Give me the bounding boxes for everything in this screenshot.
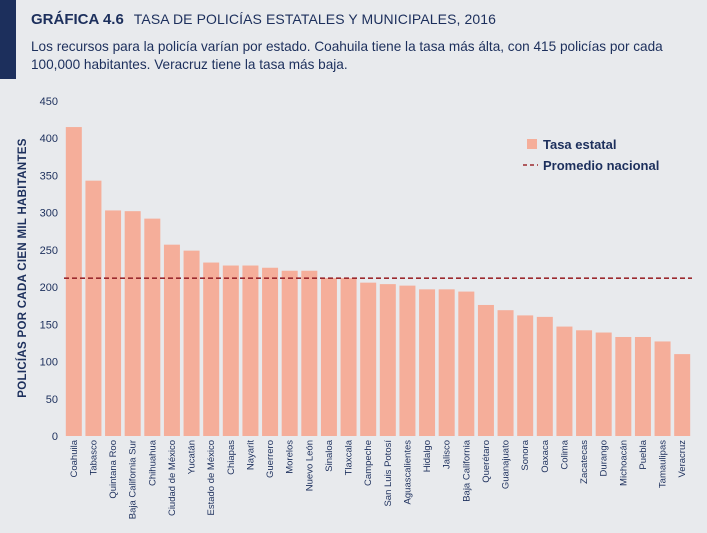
x-tick-label: Nuevo León [304,440,315,491]
bar [595,332,612,436]
x-tick-label: Puebla [638,439,649,469]
y-tick-label: 450 [40,96,58,108]
chart-title: TASA DE POLICÍAS ESTATALES Y MUNICIPALES… [133,11,497,27]
x-tick-label: Baja California Sur [128,440,139,519]
bar [576,330,593,436]
x-tick-label: Tamaulipas [658,440,669,488]
bar [458,291,475,436]
y-tick-label: 400 [40,133,58,145]
y-axis-ticks: 0 50 100 150 200 250 300 350 400 450 [40,96,58,443]
x-tick-label: Querétaro [481,440,492,483]
bar [634,336,651,436]
x-tick-label: Chihuahua [147,439,158,486]
x-tick-label: Quintana Roo [108,440,119,499]
bar [419,289,436,436]
bar [203,262,220,436]
bar [65,127,82,437]
bar [183,250,200,436]
bar [340,278,357,436]
bar [144,218,161,436]
x-tick-label: Tabasco [88,440,99,475]
legend: Tasa estatal Promedio nacional [523,137,659,173]
legend-swatch-tasa-estatal [527,139,537,149]
y-axis-label-group: POLICÍAS POR CADA CIEN MIL HABITANTES [16,138,29,397]
x-tick-label: Sonora [520,439,531,470]
x-axis-labels: Coahuila Tabasco Quintana Roo Baja Californ… [69,439,688,519]
accent-bar [0,0,16,79]
bar [399,285,416,436]
legend-label-tasa-estatal: Tasa estatal [543,137,616,152]
y-tick-label: 250 [40,245,58,257]
x-tick-label: Baja California [461,439,472,501]
x-tick-label: Estado de México [206,440,217,516]
x-tick-label: Oaxaca [540,439,551,472]
bar [281,270,298,436]
x-tick-label: Hidalgo [422,440,433,472]
x-tick-label: Campeche [363,440,374,486]
x-tick-label: Durango [599,440,610,476]
bar [654,341,671,436]
x-tick-label: San Luis Potosí [383,440,394,507]
bar [85,180,102,436]
bar [242,265,259,436]
x-tick-label: Guerrero [265,440,276,478]
x-tick-label: Jalisco [442,440,453,469]
x-tick-label: Sinaloa [324,439,335,471]
bar [438,289,455,436]
x-tick-label: Yucatán [187,440,198,474]
x-tick-label: Nayarit [245,440,256,470]
bar [320,278,337,436]
bar [497,310,514,436]
bar [536,316,553,436]
x-tick-label: Coahuila [69,439,80,477]
title-line: GRÁFICA 4.6 TASA DE POLICÍAS ESTATALES Y … [31,10,701,29]
y-tick-label: 350 [40,170,58,182]
x-tick-label: Michoacán [618,440,629,486]
x-tick-label: Ciudad de México [167,440,178,516]
y-tick-label: 150 [40,319,58,331]
bar [301,270,318,436]
bar [262,267,279,436]
chart-subtitle: Los recursos para la policía varían por … [31,39,663,72]
y-tick-label: 100 [40,357,58,369]
y-tick-label: 300 [40,208,58,220]
bar [556,326,573,436]
x-tick-label: Aguascalientes [402,440,413,505]
y-axis-label: POLICÍAS POR CADA CIEN MIL HABITANTES [16,138,29,397]
bar [674,354,691,436]
bar [222,265,239,436]
bar [477,304,494,436]
bar [360,282,377,436]
y-tick-label: 200 [40,282,58,294]
bar [163,244,180,436]
x-tick-label: Tlaxcala [344,439,355,475]
bar [615,336,632,436]
figure-label: GRÁFICA 4.6 [31,11,124,28]
bar [517,315,534,436]
x-tick-label: Morelos [285,440,296,474]
bar [379,284,396,436]
x-tick-label: Chiapas [226,440,237,475]
x-tick-label: Guanajuato [501,440,512,489]
legend-label-promedio-nacional: Promedio nacional [543,158,659,173]
y-tick-label: 50 [46,394,58,406]
y-tick-label: 0 [52,431,58,443]
bars [65,127,691,437]
x-tick-label: Veracruz [677,440,688,478]
bar [105,210,122,436]
chart-header: GRÁFICA 4.6 TASA DE POLICÍAS ESTATALES Y … [31,10,701,74]
bar [124,211,141,436]
x-tick-label: Zacatecas [579,440,590,484]
x-tick-label: Colima [559,439,570,469]
